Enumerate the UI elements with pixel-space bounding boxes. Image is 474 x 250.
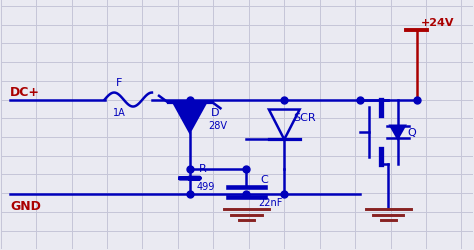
Text: SCR: SCR xyxy=(294,112,316,122)
Text: DC+: DC+ xyxy=(10,86,40,99)
Text: 499: 499 xyxy=(197,181,215,191)
Text: D: D xyxy=(211,108,219,118)
Text: 22nF: 22nF xyxy=(258,197,283,207)
Text: 28V: 28V xyxy=(209,120,228,130)
Text: R: R xyxy=(199,164,207,173)
Text: GND: GND xyxy=(10,200,41,212)
Text: +24V: +24V xyxy=(421,18,455,28)
Text: Q: Q xyxy=(407,128,416,138)
Polygon shape xyxy=(391,126,405,139)
Text: 1A: 1A xyxy=(112,108,125,118)
Text: F: F xyxy=(116,78,122,88)
Text: C: C xyxy=(261,175,268,185)
Polygon shape xyxy=(173,102,206,132)
